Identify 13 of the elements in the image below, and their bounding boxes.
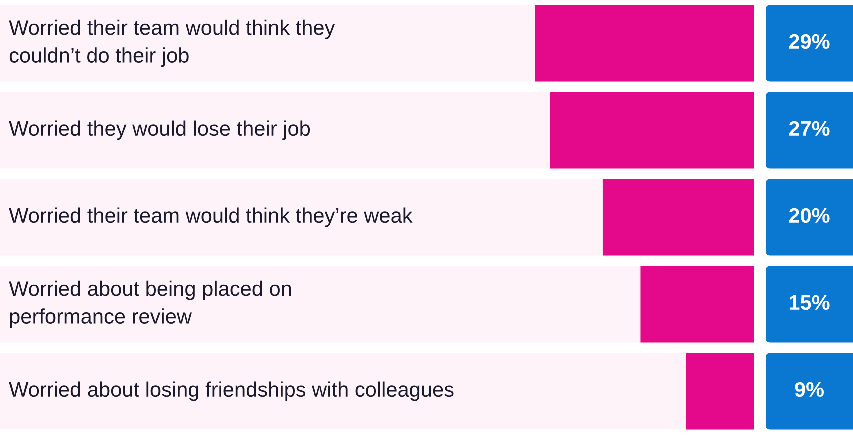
y-tick-label: Worried their team would think they couldn’t do their job [9, 20, 336, 68]
data-label: 9% [795, 382, 824, 398]
bar [602, 179, 754, 256]
bar [686, 353, 754, 430]
data-label: 15% [790, 295, 830, 310]
bar [640, 266, 754, 343]
data-label: 29% [789, 34, 830, 50]
data-label: 27% [789, 121, 830, 136]
y-tick-label: Worried their team would think they’re weak [9, 208, 413, 228]
data-label: 20% [789, 208, 830, 224]
y-tick-label: Worried they would lose their job [9, 120, 310, 140]
y-tick-label: Worried about being placed on performance review [9, 280, 292, 328]
y-tick-label: Worried about losing friendships with colleagues [9, 382, 454, 402]
